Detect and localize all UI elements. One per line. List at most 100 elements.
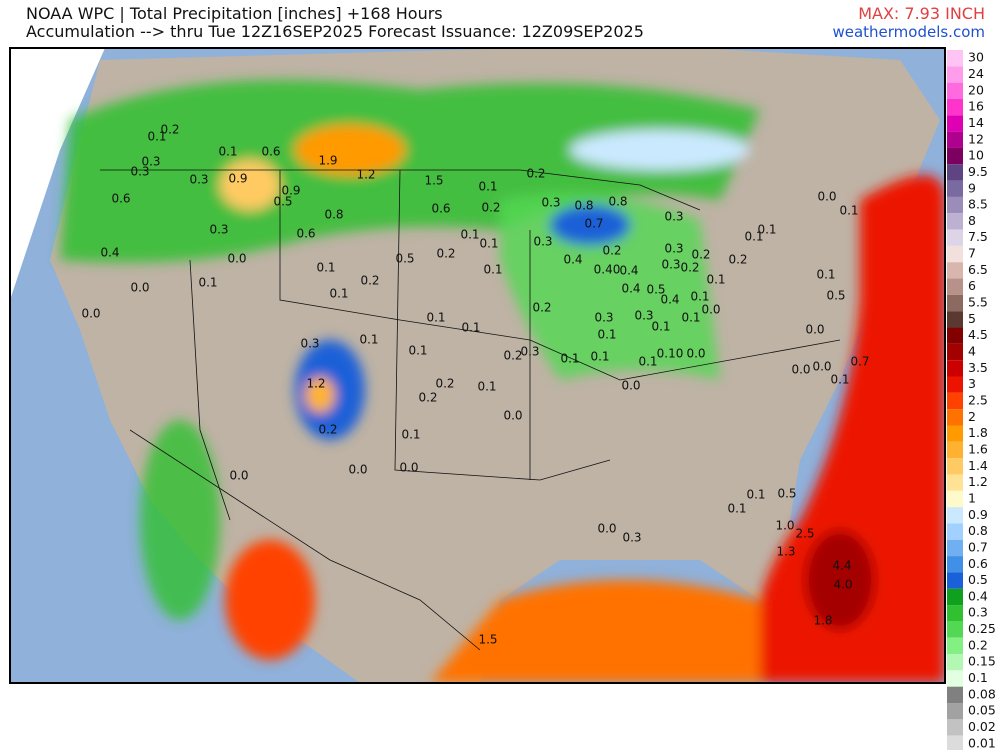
value-label: 0.1 xyxy=(477,380,496,394)
legend-label: 10 xyxy=(968,148,984,163)
value-label: 0.6 xyxy=(431,202,450,216)
legend-label: 9.5 xyxy=(968,164,988,179)
value-label: 0.4 xyxy=(100,246,119,260)
value-label: 0.1 xyxy=(590,350,609,364)
value-label: 0.1 xyxy=(638,355,657,369)
value-label: 0.0 xyxy=(621,379,640,393)
value-label: 0.0 xyxy=(227,252,246,266)
legend-label: 0.4 xyxy=(968,588,988,603)
value-label: 0.3 xyxy=(189,173,208,187)
legend-label: 0.3 xyxy=(968,605,988,620)
value-label: 0.1 xyxy=(147,130,166,144)
value-label: 0.6 xyxy=(111,192,130,206)
legend-swatch xyxy=(947,245,963,263)
legend-label: 0.05 xyxy=(968,703,996,718)
value-label: 0.2 xyxy=(435,377,454,391)
value-label: 4.4 xyxy=(832,559,851,573)
legend-swatch xyxy=(947,213,963,230)
legend-label: 8.5 xyxy=(968,197,988,212)
legend-label: 0.2 xyxy=(968,637,988,652)
value-label: 0.3 xyxy=(594,311,613,325)
value-label: 2.5 xyxy=(795,527,814,541)
legend-label: 0.9 xyxy=(968,507,988,522)
value-label: 0.1 xyxy=(218,145,237,159)
legend-swatch xyxy=(947,392,963,410)
value-label: 0.4 xyxy=(621,282,640,296)
legend-label: 0.5 xyxy=(968,572,988,587)
legend-swatch xyxy=(947,360,963,377)
value-label: 0.4 xyxy=(563,253,582,267)
value-label: 0.1 xyxy=(426,311,445,325)
value-label: 0.2 xyxy=(160,123,179,137)
legend-label: 1.8 xyxy=(968,425,988,440)
legend-label: 0.1 xyxy=(968,670,988,685)
legend-label: 4 xyxy=(968,344,976,359)
legend-label: 12 xyxy=(968,131,984,146)
legend-swatch xyxy=(947,376,963,393)
value-label: 0.0 xyxy=(701,303,720,317)
value-label: 0.0 xyxy=(229,469,248,483)
value-label: 0.3 xyxy=(634,309,653,323)
legend-label: 3.5 xyxy=(968,360,988,375)
color-legend: 302420161412109.598.587.576.565.554.543.… xyxy=(947,50,996,750)
legend-swatch xyxy=(947,343,963,361)
map-labels: 0.20.10.1 0.61.90.30.3 1.20.3 0.90.91.5 0.10… xyxy=(81,123,869,647)
legend-swatch xyxy=(947,539,963,557)
legend-swatch xyxy=(947,605,963,622)
legend-label: 2 xyxy=(968,409,976,424)
value-label: 0.2 xyxy=(418,391,437,405)
value-label: 0.2 xyxy=(360,274,379,288)
legend-swatch xyxy=(947,556,963,573)
legend-swatch xyxy=(947,425,963,442)
value-label: 0.1 xyxy=(460,228,479,242)
value-label: 0.3 xyxy=(661,258,680,272)
legend-swatch xyxy=(947,703,963,720)
legend-swatch xyxy=(947,523,963,540)
legend-label: 5.5 xyxy=(968,295,988,310)
value-label: 0.1 xyxy=(757,223,776,237)
legend-swatch xyxy=(947,507,963,524)
value-label: 0.1 xyxy=(461,321,480,335)
value-label: 0.1 xyxy=(839,204,858,218)
legend-label: 20 xyxy=(968,82,984,97)
value-label: 0.1 xyxy=(651,320,670,334)
value-label: 0.1 xyxy=(744,230,763,244)
map-title: NOAA WPC | Total Precipitation [inches] … xyxy=(26,4,443,23)
value-label: 1.8 xyxy=(813,614,832,628)
borders xyxy=(100,169,841,651)
map xyxy=(10,48,945,683)
value-label: 1.5 xyxy=(424,174,443,188)
value-label: 0.2 xyxy=(532,301,551,315)
value-label: 0.8 xyxy=(608,195,627,209)
legend-swatch xyxy=(947,621,963,638)
legend-label: 1.2 xyxy=(968,474,988,489)
legend-label: 7.5 xyxy=(968,229,988,244)
value-label: 1.3 xyxy=(776,545,795,559)
value-label: 0.5 xyxy=(646,283,665,297)
value-label: 0.2 xyxy=(481,201,500,215)
value-label: 4.0 xyxy=(833,578,852,592)
value-label: 0.1 xyxy=(681,311,700,325)
legend-swatch xyxy=(947,147,963,165)
value-label: 0.2 xyxy=(526,167,545,181)
value-label: 0.0 xyxy=(805,323,824,337)
legend-swatch xyxy=(947,719,963,736)
value-label: 0.0 xyxy=(130,281,149,295)
legend-swatch xyxy=(947,196,963,214)
value-label: 0.3 xyxy=(533,235,552,249)
legend-swatch xyxy=(947,131,963,148)
legend-swatch xyxy=(947,686,963,704)
value-label: 0.3 xyxy=(520,345,539,359)
value-label: 1.0 xyxy=(775,519,794,533)
value-label: 0.0 xyxy=(686,347,705,361)
value-label: 0.0 xyxy=(817,190,836,204)
value-label: 0.1 xyxy=(483,263,502,277)
legend-swatch xyxy=(947,588,963,606)
value-label: 1.5 xyxy=(478,633,497,647)
value-label: 0.5 xyxy=(395,252,414,266)
value-label: 0.1 xyxy=(597,328,616,342)
max-label: MAX: 7.93 INCH xyxy=(858,4,985,23)
value-label: 1.2 xyxy=(356,168,375,182)
legend-label: 5 xyxy=(968,311,976,326)
legend-label: 1 xyxy=(968,490,976,505)
